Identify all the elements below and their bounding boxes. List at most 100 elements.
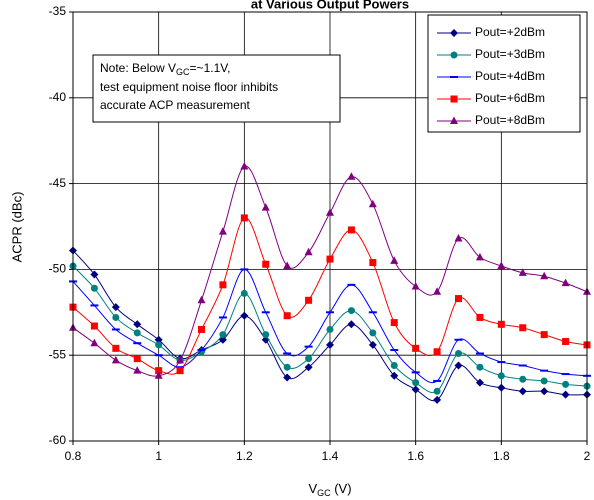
marker bbox=[304, 247, 313, 256]
marker bbox=[454, 361, 463, 370]
x-tick-label: 1.8 bbox=[493, 449, 510, 463]
marker bbox=[305, 296, 313, 304]
legend-label: Pout=+4dBm bbox=[475, 69, 545, 83]
note-sub: GC bbox=[176, 67, 190, 77]
marker bbox=[476, 363, 484, 371]
marker bbox=[133, 329, 141, 337]
marker bbox=[347, 226, 355, 234]
x-tick-label: 1.4 bbox=[322, 449, 339, 463]
marker bbox=[368, 199, 377, 208]
marker bbox=[540, 271, 549, 280]
marker bbox=[450, 29, 458, 37]
marker bbox=[90, 270, 99, 279]
marker bbox=[475, 252, 484, 261]
x-label-tail: (V) bbox=[331, 481, 352, 496]
marker bbox=[326, 255, 334, 263]
chart-title: at Various Output Powers bbox=[251, 0, 409, 11]
marker bbox=[197, 349, 206, 352]
note-line: accurate ACP measurement bbox=[100, 98, 251, 112]
marker bbox=[219, 331, 227, 339]
marker bbox=[433, 379, 442, 382]
x-tick-label: 1.6 bbox=[407, 449, 424, 463]
marker bbox=[454, 234, 463, 242]
marker bbox=[155, 341, 163, 349]
x-label-main: V bbox=[308, 481, 317, 496]
plot-frame bbox=[72, 11, 588, 442]
marker bbox=[450, 76, 458, 78]
marker bbox=[450, 95, 458, 103]
legend-label: Pout=+6dBm bbox=[475, 91, 545, 105]
marker bbox=[262, 260, 270, 268]
marker bbox=[475, 352, 484, 355]
marker bbox=[218, 316, 227, 319]
marker bbox=[454, 338, 463, 341]
x-tick-label: 1 bbox=[155, 449, 162, 463]
marker bbox=[497, 372, 505, 380]
marker bbox=[433, 387, 441, 395]
marker bbox=[176, 355, 185, 364]
marker bbox=[540, 387, 549, 396]
marker bbox=[450, 116, 458, 124]
marker bbox=[455, 349, 462, 357]
marker bbox=[433, 348, 441, 356]
x-axis-label: VGC (V) bbox=[308, 481, 351, 498]
marker bbox=[111, 328, 120, 331]
y-tick-label: -50 bbox=[49, 262, 67, 276]
marker bbox=[240, 161, 249, 170]
marker bbox=[497, 320, 505, 328]
marker bbox=[261, 203, 270, 211]
marker bbox=[326, 208, 334, 216]
marker bbox=[390, 371, 399, 380]
marker bbox=[411, 385, 420, 394]
legend-label: Pout=+8dBm bbox=[475, 113, 545, 127]
marker bbox=[433, 287, 442, 295]
marker bbox=[326, 311, 334, 314]
marker bbox=[133, 342, 142, 345]
marker bbox=[450, 51, 458, 59]
marker bbox=[218, 227, 227, 235]
marker bbox=[390, 349, 399, 352]
marker bbox=[540, 377, 548, 385]
marker bbox=[111, 355, 120, 364]
marker bbox=[240, 214, 248, 222]
marker bbox=[412, 344, 420, 352]
y-tick-label: -60 bbox=[49, 433, 67, 447]
marker bbox=[240, 311, 249, 320]
marker bbox=[497, 383, 506, 392]
marker bbox=[90, 284, 98, 292]
y-tick-label: -55 bbox=[49, 347, 67, 361]
x-label-sub: GC bbox=[317, 488, 331, 498]
marker bbox=[133, 366, 142, 374]
marker bbox=[455, 295, 462, 303]
note-tail: =~1.1V, bbox=[190, 61, 231, 75]
x-tick-label: 0.8 bbox=[65, 449, 82, 463]
marker bbox=[154, 335, 163, 344]
marker bbox=[133, 320, 142, 329]
y-tick-label: -40 bbox=[49, 90, 67, 104]
marker bbox=[347, 283, 356, 286]
marker bbox=[133, 355, 141, 363]
marker bbox=[347, 307, 355, 315]
marker bbox=[111, 303, 120, 312]
marker bbox=[154, 371, 163, 379]
marker bbox=[561, 278, 570, 287]
marker bbox=[411, 371, 420, 374]
marker bbox=[112, 344, 120, 352]
x-tick-label: 2 bbox=[584, 449, 591, 463]
marker bbox=[390, 319, 398, 327]
marker bbox=[562, 337, 570, 345]
marker bbox=[497, 261, 506, 269]
x-tick-label: 1.2 bbox=[236, 449, 253, 463]
marker bbox=[304, 345, 313, 348]
marker bbox=[519, 375, 527, 383]
marker bbox=[90, 304, 99, 307]
y-axis-label: ACPR (dBc) bbox=[9, 192, 24, 263]
marker bbox=[197, 295, 206, 304]
marker bbox=[240, 268, 249, 271]
marker bbox=[518, 387, 527, 396]
marker bbox=[475, 378, 484, 387]
marker bbox=[283, 312, 291, 320]
marker bbox=[368, 340, 377, 349]
marker bbox=[562, 380, 570, 388]
marker bbox=[390, 361, 398, 369]
